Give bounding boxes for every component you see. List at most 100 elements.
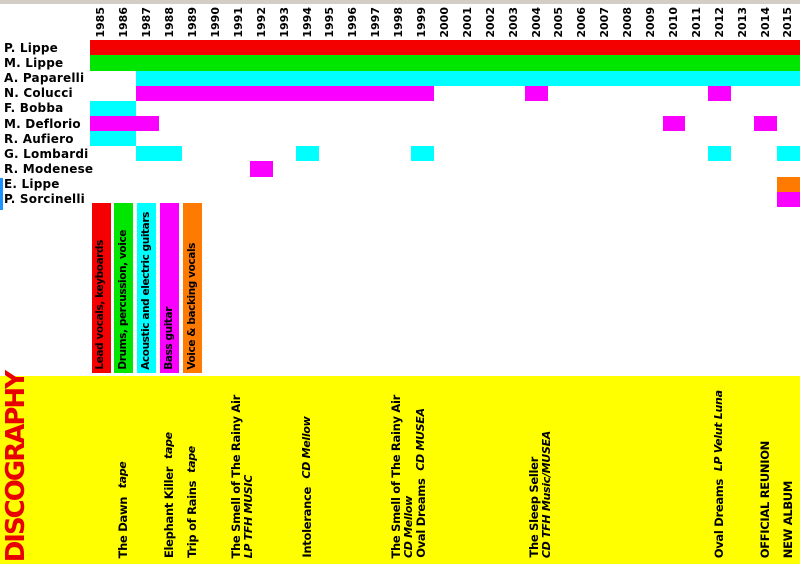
year-label: 1987 xyxy=(140,7,154,38)
year-column: 1992 xyxy=(250,2,273,38)
year-column: 2001 xyxy=(456,2,479,38)
discography-entry-line: LP TFH MUSIC xyxy=(241,474,256,558)
timeline-bar xyxy=(525,85,549,101)
timeline-bar xyxy=(410,146,434,162)
year-label: 1991 xyxy=(231,7,245,38)
discography-text-bold: The Sleep Seller xyxy=(526,457,541,558)
discography-text-bold: Oval Dreams xyxy=(711,478,726,558)
discography-entry-line: Intolerance CD Mellow xyxy=(299,417,314,558)
year-label: 1986 xyxy=(117,7,131,38)
year-label: 2008 xyxy=(621,7,635,38)
year-label: 1989 xyxy=(186,7,199,38)
discography-entry-line: The Dawn tape xyxy=(116,461,131,558)
timeline-bar xyxy=(754,116,778,132)
year-column: 1985 xyxy=(90,2,113,38)
legend-label: Acoustic and electric guitars xyxy=(140,212,153,370)
discography-entry-line: OFFICIAL REUNION xyxy=(757,440,772,558)
member-name: R. Modenese xyxy=(4,161,94,176)
year-column: 2000 xyxy=(434,2,457,38)
discography-text-bold: NEW ALBUM xyxy=(780,480,795,558)
year-label: 2002 xyxy=(483,7,497,38)
year-column: 2014 xyxy=(754,2,777,38)
member-name: A. Paparelli xyxy=(4,71,85,86)
year-column: 1996 xyxy=(342,2,365,38)
discography-entry-line: Trip of Rains tape xyxy=(185,446,199,558)
year-column: 1989 xyxy=(182,2,205,38)
year-label: 2011 xyxy=(689,7,703,38)
year-label: 1988 xyxy=(163,7,177,38)
discography-entry-line: The Smell of The Rainy Air xyxy=(229,395,243,559)
discography-entry-line: CD TFH Music/MUSEA xyxy=(539,430,554,558)
year-label: 2003 xyxy=(506,7,520,38)
timeline-bar xyxy=(708,146,732,162)
timeline-bar xyxy=(777,176,800,192)
year-label: 1994 xyxy=(300,7,314,38)
discography-text-italic: CD MUSEA xyxy=(414,408,428,471)
discography-text-italic: CD Mellow xyxy=(299,417,313,480)
timeline-bar xyxy=(90,40,800,56)
year-column: 1986 xyxy=(113,2,136,38)
year-label: 1996 xyxy=(346,7,360,38)
discography-text-bold: OFFICIAL REUNION xyxy=(757,440,772,558)
legend-label: Lead vocals, keyboards xyxy=(94,240,107,370)
discography-text-bold: Intolerance xyxy=(299,487,314,558)
timeline-bar xyxy=(777,191,800,207)
discography-text-italic: tape xyxy=(116,461,130,489)
year-label: 2015 xyxy=(781,7,795,38)
discography-text-bold: The Dawn xyxy=(116,496,131,558)
year-label: 2007 xyxy=(598,7,612,38)
timeline-bar xyxy=(662,116,686,132)
year-label: 2013 xyxy=(735,7,749,38)
member-name: P. Sorcinelli xyxy=(4,192,85,207)
year-label: 1995 xyxy=(323,7,337,38)
member-name: M. Deflorio xyxy=(4,116,81,131)
discography-text-italic: LP Velut Luna xyxy=(711,389,725,471)
year-column: 1998 xyxy=(388,2,411,38)
timeline-bar xyxy=(777,146,800,162)
timeline-bar xyxy=(135,70,800,86)
discography-heading: DISCOGRAPHY xyxy=(1,371,31,562)
year-column: 1988 xyxy=(159,2,182,38)
year-label: 1993 xyxy=(277,7,291,38)
timeline-bar xyxy=(90,116,159,132)
year-column: 1993 xyxy=(273,2,296,38)
member-name: M. Lippe xyxy=(4,56,64,70)
timeline-bar xyxy=(135,146,182,162)
year-column: 2009 xyxy=(640,2,663,38)
discography-text-italic: LP TFH MUSIC xyxy=(241,474,255,558)
timeline-bar xyxy=(708,85,732,101)
year-column: 2008 xyxy=(617,2,640,38)
year-column: 1994 xyxy=(296,2,319,38)
discography-entry-line: NEW ALBUM xyxy=(780,480,795,558)
year-column: 2010 xyxy=(663,2,686,38)
discography-text-italic: CD TFH Music/MUSEA xyxy=(539,430,553,558)
timeline-bar xyxy=(90,55,800,71)
year-column: 2003 xyxy=(502,2,525,38)
year-label: 1985 xyxy=(94,7,108,38)
discography-text-bold: Elephant Killer xyxy=(162,466,177,558)
year-label: 1997 xyxy=(369,7,383,38)
year-label: 1992 xyxy=(254,7,268,38)
year-label: 2009 xyxy=(644,7,658,38)
discography-entry-line: Oval Dreams LP Velut Luna xyxy=(711,389,726,558)
year-column: 2015 xyxy=(777,2,800,38)
year-column: 2011 xyxy=(685,2,708,38)
year-label: 2000 xyxy=(437,7,451,38)
legend-item: Bass guitar xyxy=(160,203,180,373)
year-column: 2013 xyxy=(731,2,754,38)
year-label: 2014 xyxy=(758,7,772,38)
year-column: 1997 xyxy=(365,2,388,38)
member-name: N. Colucci xyxy=(4,86,73,101)
year-column: 1991 xyxy=(227,2,250,38)
discography-entry-line: The Sleep Seller xyxy=(526,457,541,558)
legend-item: Voice & backing vocals xyxy=(183,203,203,373)
left-edge-artifact xyxy=(0,178,3,210)
timeline-bar xyxy=(296,146,320,162)
legend-label: Drums, percussion, voice xyxy=(117,230,130,370)
year-label: 2006 xyxy=(575,7,589,38)
year-label: 2012 xyxy=(712,7,726,38)
timeline-bar xyxy=(135,85,434,101)
year-column: 2004 xyxy=(525,2,548,38)
year-label: 1998 xyxy=(392,7,406,38)
legend-item: Drums, percussion, voice xyxy=(114,203,134,373)
